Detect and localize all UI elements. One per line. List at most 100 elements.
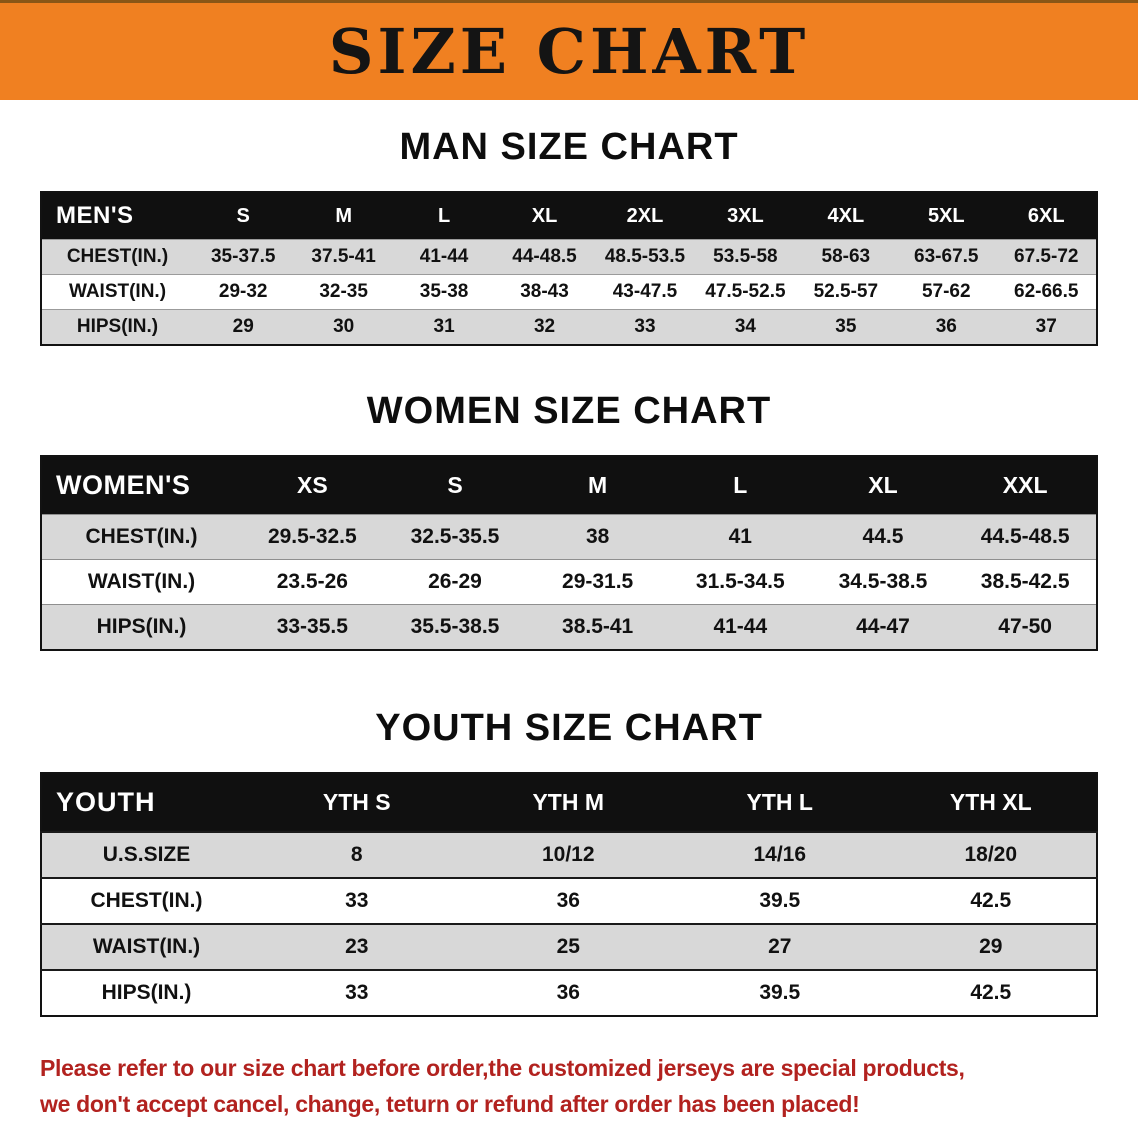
- size-value: 34.5-38.5: [811, 559, 955, 605]
- table-row: HIPS(IN.) 29 30 31 32 33 34 35 36 37: [41, 309, 1097, 345]
- size-value: 39.5: [674, 969, 886, 1016]
- size-column-header: 2XL: [594, 192, 696, 240]
- size-value: 32-35: [293, 274, 394, 310]
- table-row: HIPS(IN.) 33-35.5 35.5-38.5 38.5-41 41-44 44-…: [41, 604, 1097, 650]
- size-column-header: L: [393, 192, 495, 240]
- table-row: CHEST(IN.) 35-37.5 37.5-41 41-44 44-48.5 48.5…: [41, 239, 1097, 275]
- row-label: WAIST(IN.): [41, 923, 251, 970]
- size-value: 34: [695, 309, 796, 345]
- youth-size-section: YOUTH SIZE CHART YOUTH YTH S YTH M YTH L YTH…: [0, 707, 1138, 1017]
- size-column-header: XL: [811, 456, 955, 515]
- size-value: 57-62: [896, 274, 997, 310]
- table-row: U.S.SIZE 8 10/12 14/16 18/20: [41, 831, 1097, 878]
- table-row: WAIST(IN.) 29-32 32-35 35-38 38-43 43-47.5 47.…: [41, 274, 1097, 310]
- size-column-header: YTH S: [251, 773, 463, 832]
- size-column-header: 6XL: [996, 192, 1097, 240]
- women-section-heading: WOMEN SIZE CHART: [366, 390, 772, 432]
- size-value: 32: [494, 309, 595, 345]
- row-label: WAIST(IN.): [41, 274, 193, 310]
- size-value: 43-47.5: [594, 274, 696, 310]
- row-label: CHEST(IN.): [41, 514, 241, 560]
- women-size-table: WOMEN'S XS S M L XL XXL CHEST(IN.) 29.5-32.5 32.5…: [40, 455, 1098, 651]
- men-size-table: MEN'S S M L XL 2XL 3XL 4XL 5XL 6XL CHEST(IN.) 35-37…: [40, 191, 1098, 346]
- size-value: 38-43: [494, 274, 595, 310]
- size-value: 38.5-42.5: [954, 559, 1097, 605]
- size-value: 42.5: [885, 969, 1097, 1016]
- size-value: 31: [393, 309, 495, 345]
- size-value: 10/12: [462, 831, 674, 878]
- row-label: HIPS(IN.): [41, 969, 251, 1016]
- table-row: CHEST(IN.) 29.5-32.5 32.5-35.5 38 41 44.5 44.5…: [41, 514, 1097, 560]
- size-value: 33: [251, 877, 463, 924]
- size-column-header: XS: [241, 456, 384, 515]
- size-column-header: YTH XL: [885, 773, 1097, 832]
- table-row: HIPS(IN.) 33 36 39.5 42.5: [41, 969, 1097, 1016]
- size-column-header: M: [293, 192, 394, 240]
- size-value: 39.5: [674, 877, 886, 924]
- size-column-header: YTH L: [674, 773, 886, 832]
- size-column-header: 3XL: [695, 192, 796, 240]
- size-value: 44-47: [811, 604, 955, 650]
- size-value: 58-63: [795, 239, 897, 275]
- size-column-header: XXL: [954, 456, 1097, 515]
- size-value: 41-44: [668, 604, 812, 650]
- size-value: 35-38: [393, 274, 495, 310]
- size-value: 38.5-41: [526, 604, 669, 650]
- size-column-header: S: [383, 456, 527, 515]
- size-value: 47.5-52.5: [695, 274, 796, 310]
- size-value: 41: [668, 514, 812, 560]
- size-value: 37: [996, 309, 1097, 345]
- size-value: 63-67.5: [896, 239, 997, 275]
- size-value: 35.5-38.5: [383, 604, 527, 650]
- size-value: 44.5: [811, 514, 955, 560]
- size-value: 52.5-57: [795, 274, 897, 310]
- size-value: 32.5-35.5: [383, 514, 527, 560]
- size-column-header: 5XL: [896, 192, 997, 240]
- size-value: 8: [251, 831, 463, 878]
- row-label: CHEST(IN.): [41, 877, 251, 924]
- size-value: 47-50: [954, 604, 1097, 650]
- size-value: 33: [594, 309, 696, 345]
- size-column-header: XL: [494, 192, 595, 240]
- size-value: 35: [795, 309, 897, 345]
- size-value: 62-66.5: [996, 274, 1097, 310]
- size-value: 44.5-48.5: [954, 514, 1097, 560]
- size-column-header: M: [526, 456, 669, 515]
- table-row: CHEST(IN.) 33 36 39.5 42.5: [41, 877, 1097, 924]
- size-value: 36: [462, 969, 674, 1016]
- women-size-section: WOMEN SIZE CHART WOMEN'S XS S M L XL XXL CHEST(…: [0, 390, 1138, 651]
- size-value: 29-31.5: [526, 559, 669, 605]
- table-title-cell: WOMEN'S: [41, 456, 241, 515]
- size-value: 53.5-58: [695, 239, 796, 275]
- size-value: 37.5-41: [293, 239, 394, 275]
- table-header-row: YOUTH YTH S YTH M YTH L YTH XL: [41, 773, 1097, 832]
- size-value: 67.5-72: [996, 239, 1097, 275]
- size-column-header: S: [193, 192, 294, 240]
- table-row: WAIST(IN.) 23.5-26 26-29 29-31.5 31.5-34.5 34…: [41, 559, 1097, 605]
- table-header-row: WOMEN'S XS S M L XL XXL: [41, 456, 1097, 515]
- size-column-header: 4XL: [795, 192, 897, 240]
- men-section-heading: MAN SIZE CHART: [399, 126, 739, 168]
- size-column-header: YTH M: [462, 773, 674, 832]
- size-value: 25: [462, 923, 674, 970]
- disclaimer-line-1: Please refer to our size chart before or…: [40, 1055, 965, 1081]
- size-value: 23.5-26: [241, 559, 384, 605]
- size-value: 18/20: [885, 831, 1097, 878]
- size-value: 44-48.5: [494, 239, 595, 275]
- size-value: 23: [251, 923, 463, 970]
- size-value: 29-32: [193, 274, 294, 310]
- size-value: 30: [293, 309, 394, 345]
- size-value: 27: [674, 923, 886, 970]
- size-value: 48.5-53.5: [594, 239, 696, 275]
- youth-size-table: YOUTH YTH S YTH M YTH L YTH XL U.S.SIZE 8 10/12…: [40, 772, 1098, 1017]
- size-value: 38: [526, 514, 669, 560]
- size-value: 33-35.5: [241, 604, 384, 650]
- table-title-cell: YOUTH: [41, 773, 251, 832]
- row-label: HIPS(IN.): [41, 604, 241, 650]
- size-column-header: L: [668, 456, 812, 515]
- banner: SIZE CHART: [0, 0, 1138, 100]
- size-value: 33: [251, 969, 463, 1016]
- row-label: WAIST(IN.): [41, 559, 241, 605]
- row-label: HIPS(IN.): [41, 309, 193, 345]
